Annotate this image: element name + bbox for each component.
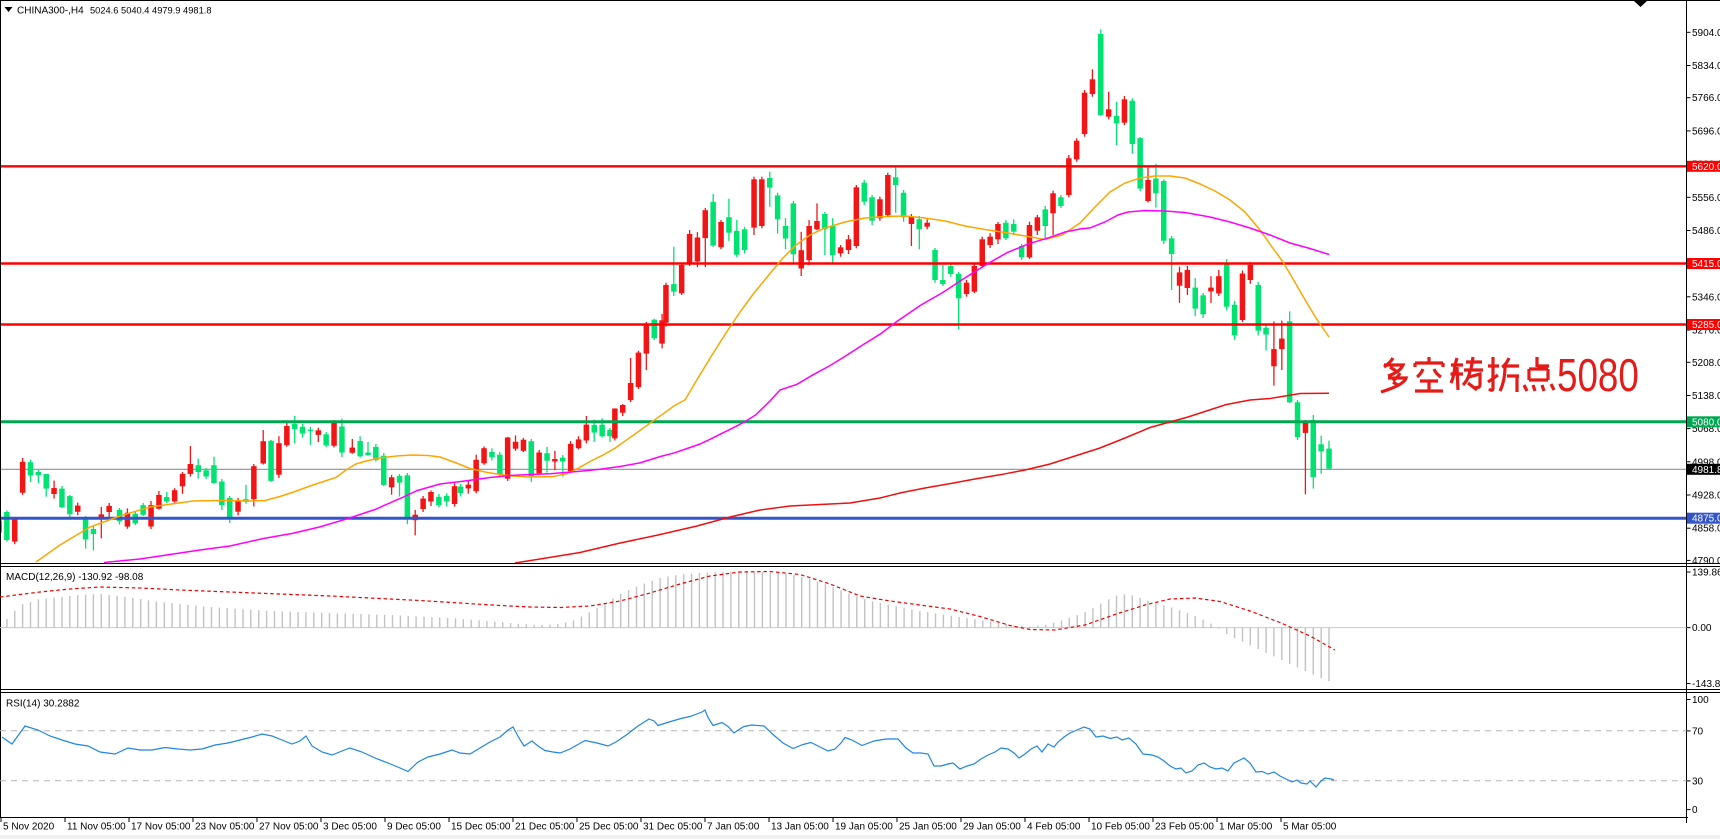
svg-text:5 Mar 05:00: 5 Mar 05:00 [1283, 822, 1337, 833]
svg-text:5138.0: 5138.0 [1692, 391, 1720, 402]
svg-text:9 Dec 05:00: 9 Dec 05:00 [387, 822, 441, 833]
svg-text:31 Dec 05:00: 31 Dec 05:00 [643, 822, 703, 833]
svg-text:23 Nov 05:00: 23 Nov 05:00 [195, 822, 255, 833]
svg-text:29 Jan 05:00: 29 Jan 05:00 [963, 822, 1021, 833]
svg-text:5696.0: 5696.0 [1692, 126, 1720, 137]
svg-text:5834.0: 5834.0 [1692, 61, 1720, 72]
svg-text:7 Jan 05:00: 7 Jan 05:00 [707, 822, 760, 833]
svg-text:139.86: 139.86 [1692, 568, 1720, 579]
svg-text:4790.0: 4790.0 [1692, 556, 1720, 567]
svg-text:5276.0: 5276.0 [1692, 326, 1720, 337]
svg-text:25 Dec 05:00: 25 Dec 05:00 [579, 822, 639, 833]
svg-text:5285.0: 5285.0 [1692, 320, 1720, 331]
svg-text:5556.0: 5556.0 [1692, 193, 1720, 204]
svg-text:5486.0: 5486.0 [1692, 226, 1720, 237]
svg-text:5080.0: 5080.0 [1692, 417, 1720, 428]
svg-text:11 Nov 05:00: 11 Nov 05:00 [67, 822, 126, 833]
svg-text:100: 100 [1692, 695, 1709, 706]
svg-text:70: 70 [1692, 726, 1704, 737]
svg-text:15 Dec 05:00: 15 Dec 05:00 [451, 822, 511, 833]
svg-text:23 Feb 05:00: 23 Feb 05:00 [1155, 822, 1214, 833]
svg-text:27 Nov 05:00: 27 Nov 05:00 [259, 822, 319, 833]
svg-text:5766.0: 5766.0 [1692, 93, 1720, 104]
svg-text:17 Nov 05:00: 17 Nov 05:00 [131, 822, 191, 833]
svg-text:4981.8: 4981.8 [1692, 465, 1720, 476]
svg-text:1 Mar 05:00: 1 Mar 05:00 [1219, 822, 1273, 833]
svg-text:4858.0: 4858.0 [1692, 524, 1720, 535]
svg-text:19 Jan 05:00: 19 Jan 05:00 [835, 822, 893, 833]
svg-text:5346.0: 5346.0 [1692, 292, 1720, 303]
svg-text:4928.0: 4928.0 [1692, 491, 1720, 502]
svg-text:3 Dec 05:00: 3 Dec 05:00 [323, 822, 377, 833]
svg-text:4875.0: 4875.0 [1692, 514, 1720, 525]
svg-text:10 Feb 05:00: 10 Feb 05:00 [1091, 822, 1150, 833]
svg-text:0: 0 [1692, 805, 1698, 816]
svg-text:0.00: 0.00 [1692, 623, 1712, 634]
svg-text:30: 30 [1692, 776, 1704, 787]
svg-text:5904.0: 5904.0 [1692, 28, 1720, 39]
svg-text:21 Dec 05:00: 21 Dec 05:00 [515, 822, 575, 833]
svg-text:4 Feb 05:00: 4 Feb 05:00 [1027, 822, 1081, 833]
svg-text:25 Jan 05:00: 25 Jan 05:00 [899, 822, 957, 833]
svg-text:RSI(14) 30.2882: RSI(14) 30.2882 [6, 699, 80, 710]
svg-text:4998.0: 4998.0 [1692, 457, 1720, 468]
svg-text:CHINA300-,H4: CHINA300-,H4 [17, 6, 84, 17]
svg-text:13 Jan 05:00: 13 Jan 05:00 [771, 822, 829, 833]
svg-text:-143.82: -143.82 [1692, 679, 1720, 690]
svg-text:5 Nov 2020: 5 Nov 2020 [3, 822, 55, 833]
svg-text:5620.0: 5620.0 [1692, 162, 1720, 173]
svg-text:5415.0: 5415.0 [1692, 259, 1720, 270]
svg-text:MACD(12,26,9) -130.92 -98.08: MACD(12,26,9) -130.92 -98.08 [6, 572, 144, 583]
svg-text:5024.6 5040.4 4979.9 4981.8: 5024.6 5040.4 4979.9 4981.8 [90, 6, 212, 16]
svg-text:5080: 5080 [1557, 349, 1639, 401]
svg-text:5208.0: 5208.0 [1692, 358, 1720, 369]
svg-text:5068.0: 5068.0 [1692, 424, 1720, 435]
